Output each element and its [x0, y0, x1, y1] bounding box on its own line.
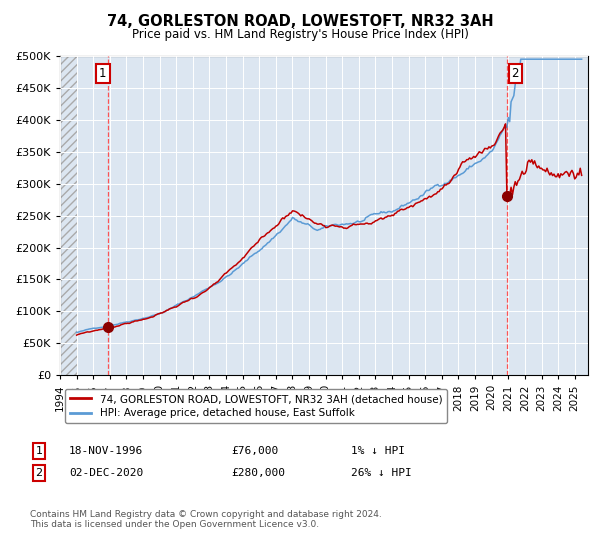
Text: 02-DEC-2020: 02-DEC-2020	[69, 468, 143, 478]
Bar	[60, 56, 77, 375]
Text: £280,000: £280,000	[231, 468, 285, 478]
Text: 26% ↓ HPI: 26% ↓ HPI	[351, 468, 412, 478]
Text: Price paid vs. HM Land Registry's House Price Index (HPI): Price paid vs. HM Land Registry's House …	[131, 28, 469, 41]
Text: Contains HM Land Registry data © Crown copyright and database right 2024.
This d: Contains HM Land Registry data © Crown c…	[30, 510, 382, 529]
Text: 1: 1	[99, 67, 107, 81]
Text: 2: 2	[35, 468, 43, 478]
Text: 74, GORLESTON ROAD, LOWESTOFT, NR32 3AH: 74, GORLESTON ROAD, LOWESTOFT, NR32 3AH	[107, 14, 493, 29]
Text: 1: 1	[35, 446, 43, 456]
Text: £76,000: £76,000	[231, 446, 278, 456]
Legend: 74, GORLESTON ROAD, LOWESTOFT, NR32 3AH (detached house), HPI: Average price, de: 74, GORLESTON ROAD, LOWESTOFT, NR32 3AH …	[65, 389, 448, 423]
Text: 1% ↓ HPI: 1% ↓ HPI	[351, 446, 405, 456]
Text: 18-NOV-1996: 18-NOV-1996	[69, 446, 143, 456]
Text: 2: 2	[512, 67, 519, 81]
